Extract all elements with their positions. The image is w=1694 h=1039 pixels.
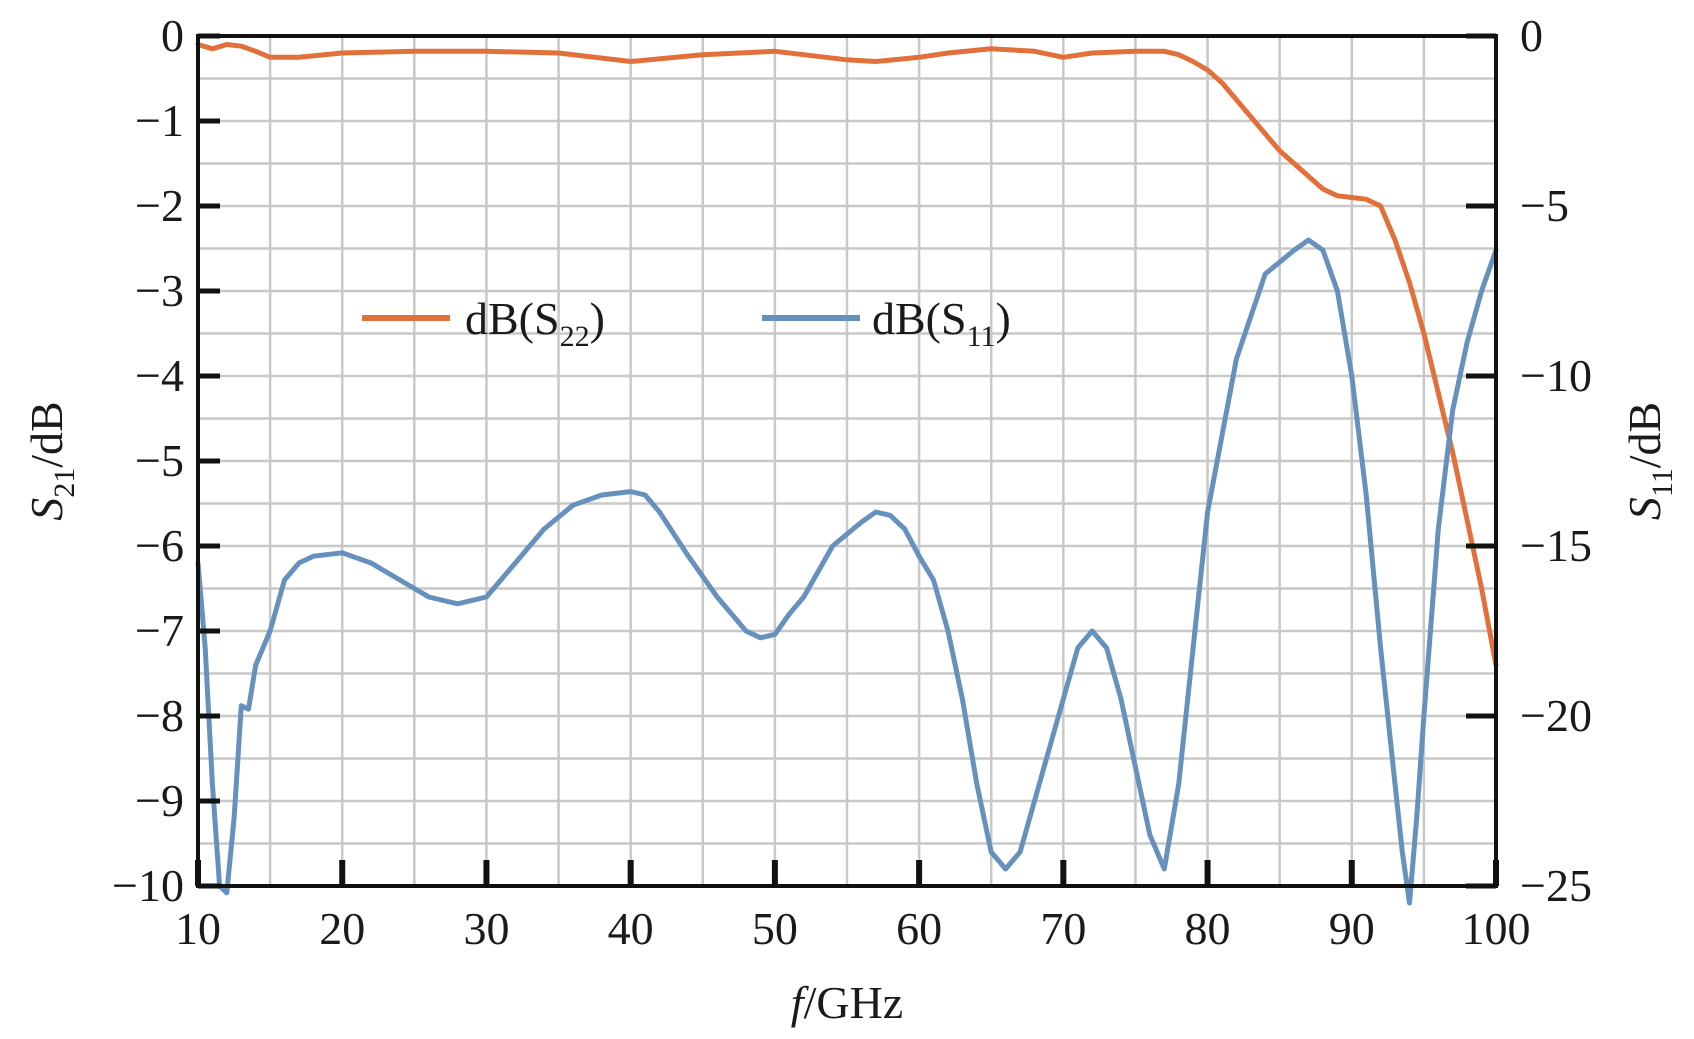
x-tick-label: 60 bbox=[896, 903, 942, 954]
ticks bbox=[195, 33, 1499, 889]
x-axis-title: f/GHz bbox=[791, 977, 903, 1028]
series-line-dbs22 bbox=[195, 42, 1499, 668]
y-right-tick-label: −10 bbox=[1520, 350, 1592, 401]
grid bbox=[198, 36, 1496, 886]
x-tick-label: 20 bbox=[319, 903, 365, 954]
legend: dB(S22) dB(S11) bbox=[362, 293, 1011, 353]
y-left-tick-label: −9 bbox=[135, 775, 184, 826]
x-tick-label: 100 bbox=[1462, 903, 1531, 954]
y-right-tick-label: −20 bbox=[1520, 690, 1592, 741]
y-left-axis-title: S21/dB bbox=[21, 401, 81, 520]
y-left-tick-label: −6 bbox=[135, 520, 184, 571]
y-left-tick-label: 0 bbox=[161, 10, 184, 61]
x-tick-label: 30 bbox=[463, 903, 509, 954]
legend-label-s11: dB(S11) bbox=[872, 293, 1011, 353]
y-left-tick-label: −1 bbox=[135, 95, 184, 146]
y-right-tick-label: −5 bbox=[1520, 180, 1569, 231]
y-left-tick-label: −8 bbox=[135, 690, 184, 741]
legend-label-s22: dB(S22) bbox=[465, 293, 605, 353]
y-left-tick-label: −10 bbox=[112, 860, 184, 911]
y-left-tick-label: −4 bbox=[135, 350, 184, 401]
x-tick-label: 10 bbox=[175, 903, 221, 954]
series-line-dbs11 bbox=[195, 237, 1499, 906]
y-left-tick-label: −2 bbox=[135, 180, 184, 231]
y-right-axis-title: S11/dB bbox=[1619, 402, 1679, 520]
x-tick-label: 80 bbox=[1185, 903, 1231, 954]
x-tick-label: 50 bbox=[752, 903, 798, 954]
series-layer bbox=[195, 42, 1499, 906]
y-left-tick-label: −5 bbox=[135, 435, 184, 486]
tick-labels: 10 20 30 40 50 60 70 80 90 100 0 −1 −2 −3 −4 −5 −6 −7 −8 −9… bbox=[112, 10, 1592, 954]
y-left-tick-label: −7 bbox=[135, 605, 184, 656]
y-right-tick-label: 0 bbox=[1520, 10, 1543, 61]
y-right-tick-label: −15 bbox=[1520, 520, 1592, 571]
x-tick-label: 90 bbox=[1329, 903, 1375, 954]
y-left-tick-label: −3 bbox=[135, 265, 184, 316]
x-tick-label: 70 bbox=[1040, 903, 1086, 954]
y-right-tick-label: −25 bbox=[1520, 860, 1592, 911]
x-tick-label: 40 bbox=[608, 903, 654, 954]
